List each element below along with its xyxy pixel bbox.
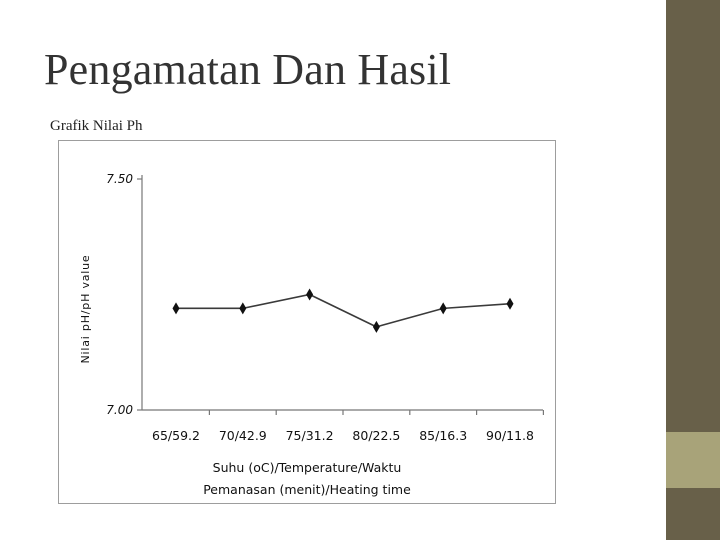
x-tick-label: 70/42.9	[219, 428, 267, 443]
chart-frame: 7.00 7.50 65/59.2 70/42.9 75/31.2 80/22.5 85/1…	[58, 140, 556, 504]
y-axis-label: Nilai pH/pH value	[79, 255, 92, 364]
slide-title: Pengamatan Dan Hasil	[44, 45, 452, 94]
data-point-marker	[239, 302, 247, 315]
chart-series	[172, 288, 514, 333]
data-point-marker	[172, 302, 180, 315]
x-axis-label-line1: Suhu (oC)/Temperature/Waktu	[213, 460, 402, 475]
decorative-side-bar	[666, 0, 720, 540]
x-tick-label: 90/11.8	[486, 428, 534, 443]
side-bar-accent-stripe	[666, 432, 720, 488]
x-tick-label: 85/16.3	[419, 428, 467, 443]
chart-caption: Grafik Nilai Ph	[50, 118, 143, 134]
x-axis-label-line2: Pemanasan (menit)/Heating time	[203, 482, 411, 497]
chart-axes	[141, 175, 543, 411]
x-tick-label: 65/59.2	[152, 428, 200, 443]
series-line	[176, 293, 511, 328]
y-tick-label: 7.00	[106, 403, 133, 417]
data-point-marker	[439, 302, 447, 315]
data-point-marker	[306, 288, 314, 301]
data-point-marker	[506, 297, 514, 310]
y-tick-label: 7.50	[106, 172, 133, 186]
data-point-marker	[372, 320, 380, 333]
chart-ticks: 7.00 7.50 65/59.2 70/42.9 75/31.2 80/22.5 85/1…	[106, 172, 544, 443]
x-tick-label: 75/31.2	[286, 428, 334, 443]
x-tick-label: 80/22.5	[352, 428, 400, 443]
line-chart: 7.00 7.50 65/59.2 70/42.9 75/31.2 80/22.5 85/1…	[79, 172, 544, 497]
